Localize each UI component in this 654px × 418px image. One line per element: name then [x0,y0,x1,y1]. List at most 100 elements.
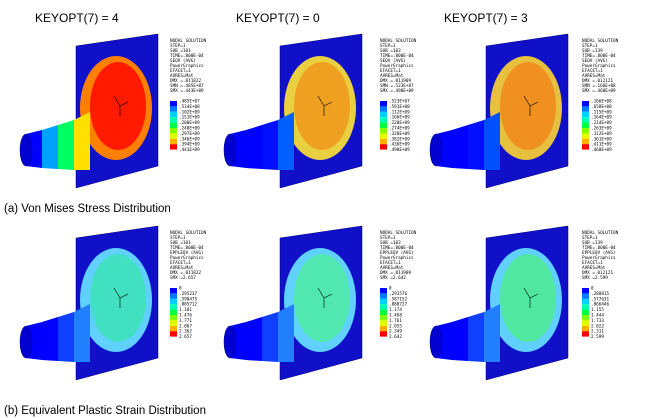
contour-label: 1.476 [179,313,192,319]
legend-swatch [380,293,387,299]
legend-info: PowerGraphics [170,255,204,261]
legend-swatch [170,144,177,150]
tube-band [278,112,294,170]
legend-swatch [170,298,177,305]
legend-info: STEP=1 [380,43,396,49]
tube-end [223,133,237,167]
legend-info: PowerGraphics [170,63,204,69]
legend-info: TIME=.800E-04 [582,53,616,59]
legend-info: SMX =2.642 [380,275,406,281]
contour-label: .394E+09 [179,142,200,148]
legend-swatch [380,325,387,332]
legend-swatch [170,309,177,315]
contour-label: 2.022 [591,323,604,329]
contour-label: .288815 [591,291,610,297]
legend-swatch [170,293,177,299]
contour-label: 1.733 [591,318,604,324]
legend-swatch [582,325,589,332]
legend-swatch [380,122,387,128]
legend-swatch [380,144,387,150]
flange-cap [90,62,146,150]
legend-swatch [582,138,589,145]
tube-band [246,317,262,361]
legend-swatch [582,106,589,112]
contour-label: .346E+09 [179,136,200,142]
legend-swatch [170,106,177,112]
legend-info: SUB =139 [582,240,603,246]
legend-info: SMN =.523E+07 [380,83,414,89]
legend-swatch [380,309,387,315]
contour-label: 2.599 [591,334,604,340]
flange-cap [500,254,556,342]
legend-info: TIME=.800E-04 [380,245,414,251]
contour-label: .436E+09 [389,142,410,148]
tube-end [429,325,443,359]
contour-label: .591E+08 [389,104,410,110]
tube-band [262,312,278,362]
tube-band [262,120,278,170]
contour-label: .151E+09 [179,115,200,121]
tube-end [429,133,443,167]
legend-info: EPPLEQV (AVG) [582,250,616,256]
legend-info: EFACET=1 [170,260,191,266]
legend-info: AVRES=Mat [380,73,404,79]
tube-band [452,317,468,361]
legend-info: SEQV (AVG) [170,58,196,64]
contour-label: 2.067 [179,323,192,329]
triad [523,95,539,116]
flange-cap [294,254,350,342]
contour-label: .274E+09 [389,126,410,132]
column-header: KEYOPT(7) = 0 [236,11,320,25]
legend-info: NODAL SOLUTION [170,230,207,236]
contour-label: 0 [179,286,182,292]
legend-info: SUB =103 [380,48,401,54]
contour-label: .220E+09 [389,120,410,126]
legend-swatch [380,315,387,321]
legend-info: AVRES=Mat [380,265,404,271]
column-header: KEYOPT(7) = 4 [35,11,119,25]
legend-swatch [170,331,177,337]
legend-info: NODAL SOLUTION [380,230,417,236]
triad [317,287,333,308]
legend-swatch [170,304,177,310]
legend-info: NODAL SOLUTION [582,38,619,44]
legend-info: PowerGraphics [582,63,616,69]
triad [113,95,129,116]
legend-info: PowerGraphics [380,63,414,69]
contour-label: .200E+09 [179,120,200,126]
contour-label: .866446 [591,302,610,308]
contour-label: .166E+09 [389,115,410,121]
contour-label: 0 [389,286,392,292]
contour-label: .658E+08 [591,104,612,110]
contour-label: 1.181 [179,307,192,313]
legend-swatch [582,133,589,139]
tube-band [452,125,468,169]
contour-label: .361E+09 [591,136,612,142]
legend-swatch [582,331,589,337]
contour-label: .460E+09 [591,147,612,153]
legend-info: DMX =.012121 [582,78,613,84]
legend-info: SMN =.166E+08 [582,83,616,89]
tube-band [74,112,90,170]
contour-label: .523E+07 [389,99,410,105]
legend-swatch [380,331,387,337]
tube-band [74,304,90,362]
legend-swatch [380,304,387,310]
legend-info: SMX =.460E+09 [582,88,616,94]
contour-label: .328E+09 [389,131,410,137]
tube-end [223,325,237,359]
contour-label: .295237 [179,291,198,297]
legend-info: PowerGraphics [582,255,616,261]
contour-label: .411E+09 [591,142,612,148]
legend-info: EFACET=1 [582,260,603,266]
legend-swatch [380,117,387,123]
contour-label: 2.311 [591,329,604,335]
legend-swatch [582,304,589,310]
legend-swatch [170,122,177,128]
legend-swatch [582,315,589,321]
legend-info: SUB =101 [170,48,191,54]
legend-info: SUB =101 [170,240,191,246]
legend-swatch [582,144,589,150]
legend-info: TIME=.800E-04 [170,245,204,251]
contour-label: 0 [591,286,594,292]
